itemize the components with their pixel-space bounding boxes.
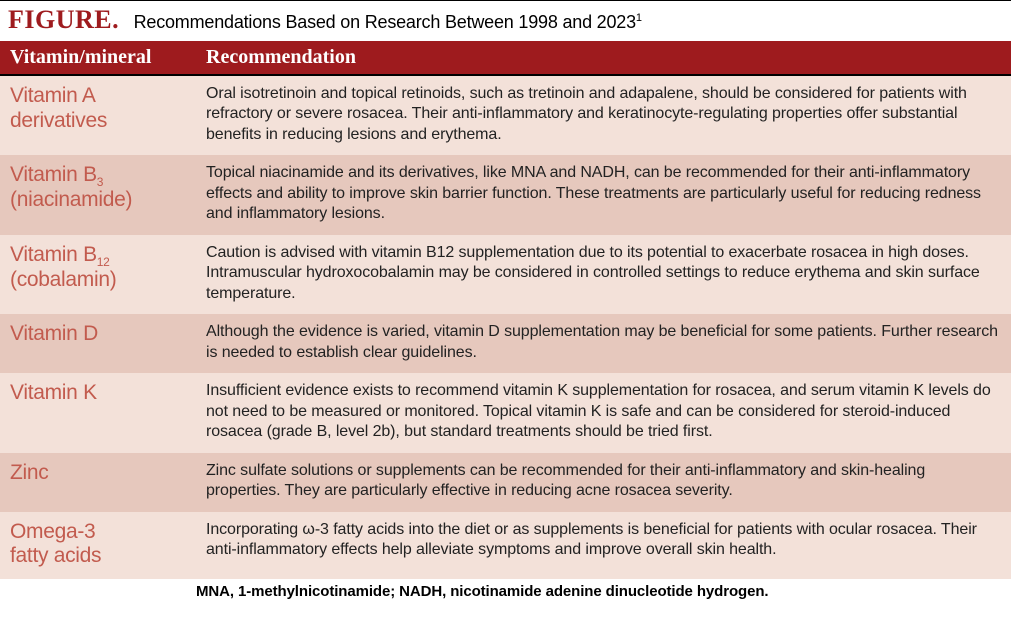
cell-recommendation: Caution is advised with vitamin B12 supp… — [196, 235, 1011, 314]
figure-table: FIGURE. Recommendations Based on Researc… — [0, 0, 1011, 600]
cell-vitamin: Vitamin K — [0, 373, 196, 452]
cell-vitamin: Vitamin B3(niacinamide) — [0, 155, 196, 234]
cell-recommendation: Insufficient evidence exists to recommen… — [196, 373, 1011, 452]
figure-title-bar: FIGURE. Recommendations Based on Researc… — [0, 0, 1011, 41]
table-row: Vitamin DAlthough the evidence is varied… — [0, 314, 1011, 373]
figure-label: FIGURE. — [8, 5, 119, 34]
table-row: Omega-3fatty acidsIncorporating ω-3 fatt… — [0, 512, 1011, 580]
cell-recommendation: Incorporating ω-3 fatty acids into the d… — [196, 512, 1011, 580]
figure-caption: Recommendations Based on Research Betwee… — [134, 12, 642, 32]
figure-caption-text: Recommendations Based on Research Betwee… — [134, 12, 636, 32]
col-header-recommendation: Recommendation — [196, 41, 1011, 75]
table-row: Vitamin B12(cobalamin)Caution is advised… — [0, 235, 1011, 314]
table-footnote: MNA, 1-methylnicotinamide; NADH, nicotin… — [0, 579, 1011, 600]
cell-recommendation: Although the evidence is varied, vitamin… — [196, 314, 1011, 373]
cell-vitamin: Vitamin Aderivatives — [0, 75, 196, 155]
table-row: Vitamin AderivativesOral isotretinoin an… — [0, 75, 1011, 155]
table-row: Vitamin B3(niacinamide)Topical niacinami… — [0, 155, 1011, 234]
cell-recommendation: Topical niacinamide and its derivatives,… — [196, 155, 1011, 234]
col-header-vitamin: Vitamin/mineral — [0, 41, 196, 75]
table-body: Vitamin AderivativesOral isotretinoin an… — [0, 75, 1011, 579]
cell-recommendation: Zinc sulfate solutions or supplements ca… — [196, 453, 1011, 512]
cell-vitamin: Zinc — [0, 453, 196, 512]
figure-caption-sup: 1 — [636, 12, 642, 24]
cell-vitamin: Omega-3fatty acids — [0, 512, 196, 580]
cell-vitamin: Vitamin B12(cobalamin) — [0, 235, 196, 314]
recommendations-table: Vitamin/mineral Recommendation Vitamin A… — [0, 41, 1011, 579]
table-row: ZincZinc sulfate solutions or supplement… — [0, 453, 1011, 512]
table-row: Vitamin KInsufficient evidence exists to… — [0, 373, 1011, 452]
table-header-row: Vitamin/mineral Recommendation — [0, 41, 1011, 75]
cell-vitamin: Vitamin D — [0, 314, 196, 373]
cell-recommendation: Oral isotretinoin and topical retinoids,… — [196, 75, 1011, 155]
